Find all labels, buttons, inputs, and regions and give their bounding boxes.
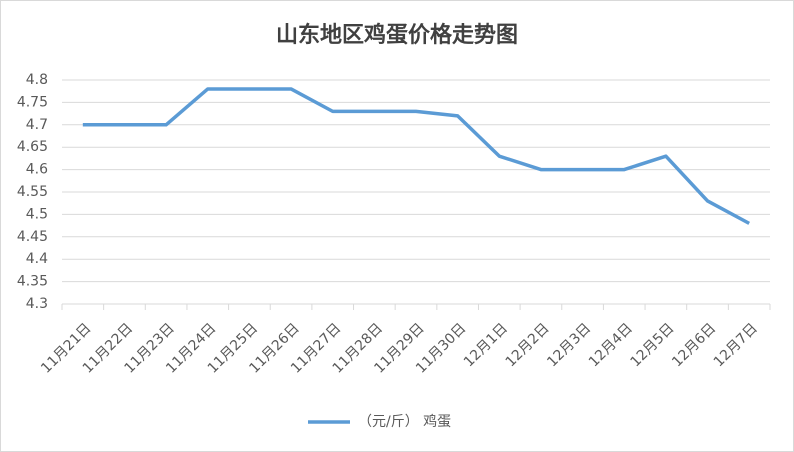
y-tick-label: 4.45 xyxy=(17,229,48,245)
y-tick-label: 4.5 xyxy=(26,206,48,222)
y-tick-label: 4.65 xyxy=(17,139,48,155)
y-tick-label: 4.35 xyxy=(17,274,48,290)
chart-title: 山东地区鸡蛋价格走势图 xyxy=(276,22,518,48)
y-tick-label: 4.3 xyxy=(26,296,48,312)
y-tick-label: 4.55 xyxy=(17,184,48,200)
y-tick-label: 4.75 xyxy=(17,94,48,110)
legend-label: （元/斤） 鸡蛋 xyxy=(358,413,451,430)
y-tick-label: 4.8 xyxy=(26,72,48,88)
data-line xyxy=(82,87,751,225)
y-tick-label: 4.4 xyxy=(26,251,48,267)
y-tick-label: 4.7 xyxy=(26,117,48,133)
y-tick-label: 4.6 xyxy=(26,162,48,178)
